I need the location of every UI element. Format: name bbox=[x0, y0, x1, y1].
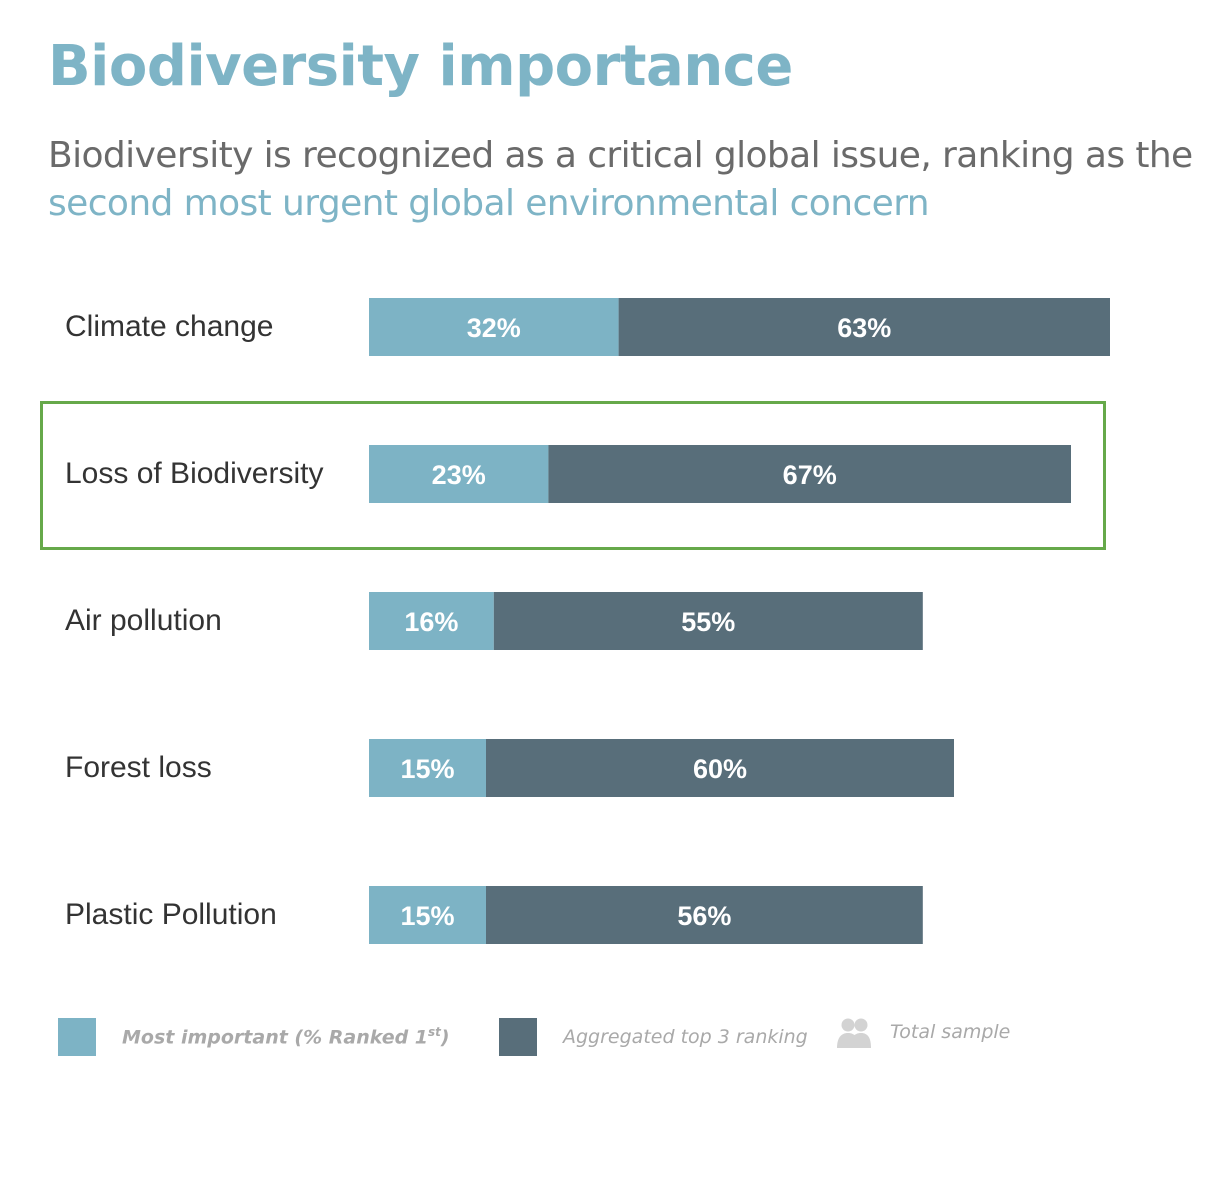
bar-climate-change-most-important bbox=[369, 298, 619, 356]
value-label-plastic-pollution-most-important: 15% bbox=[400, 901, 454, 931]
bar-climate-change-top3 bbox=[618, 298, 1110, 356]
bar-air-pollution-top3 bbox=[493, 592, 923, 650]
value-label-loss-of-biodiversity-most-important: 23% bbox=[432, 460, 486, 490]
value-label-climate-change-most-important: 32% bbox=[467, 313, 521, 343]
category-label-loss-of-biodiversity: Loss of Biodiversity bbox=[65, 457, 323, 490]
value-label-air-pollution-most-important: 16% bbox=[404, 607, 458, 637]
bar-plastic-pollution-most-important bbox=[369, 886, 486, 944]
bar-plastic-pollution-top3 bbox=[486, 886, 923, 944]
value-label-forest-loss-most-important: 15% bbox=[400, 754, 454, 784]
value-label-forest-loss-top3: 60% bbox=[693, 754, 747, 784]
legend-swatch-top3 bbox=[499, 1018, 537, 1056]
legend-label-total-sample: Total sample bbox=[890, 1021, 1011, 1043]
category-label-forest-loss: Forest loss bbox=[65, 751, 212, 784]
value-label-loss-of-biodiversity-top3: 67% bbox=[783, 460, 837, 490]
value-label-air-pollution-top3: 55% bbox=[681, 607, 735, 637]
page-subtitle: Biodiversity is recognized as a critical… bbox=[48, 132, 1198, 228]
legend-item-top3: Aggregated top 3 ranking bbox=[499, 1018, 808, 1056]
category-label-air-pollution: Air pollution bbox=[65, 604, 222, 637]
legend-item-most-important: Most important (% Ranked 1st) bbox=[58, 1018, 450, 1056]
category-label-plastic-pollution: Plastic Pollution bbox=[65, 898, 277, 931]
page-title: Biodiversity importance bbox=[48, 34, 793, 99]
value-label-climate-change-top3: 63% bbox=[837, 313, 891, 343]
bar-chart: Climate change 32% 63% Loss of Biodiversity… bbox=[65, 298, 1110, 944]
people-icon bbox=[837, 1018, 871, 1048]
legend-label-top3: Aggregated top 3 ranking bbox=[563, 1026, 808, 1048]
bar-loss-of-biodiversity-top3 bbox=[548, 445, 1071, 503]
subtitle-text: Biodiversity is recognized as a critical… bbox=[48, 135, 1193, 176]
bar-loss-of-biodiversity-most-important bbox=[369, 445, 549, 503]
value-label-plastic-pollution-top3: 56% bbox=[677, 901, 731, 931]
legend-swatch-most-important bbox=[58, 1018, 96, 1056]
highlight-box bbox=[40, 401, 1106, 550]
legend-label-most-important: Most important (% Ranked 1st) bbox=[122, 1025, 450, 1049]
category-label-climate-change: Climate change bbox=[65, 310, 273, 343]
legend: Most important (% Ranked 1st) Aggregated… bbox=[58, 1018, 1158, 1068]
bar-forest-loss-most-important bbox=[369, 739, 486, 797]
subtitle-highlight: second most urgent global environmental … bbox=[48, 183, 930, 224]
bar-air-pollution-most-important bbox=[369, 592, 494, 650]
legend-item-total-sample: Total sample bbox=[836, 1014, 1010, 1050]
bar-forest-loss-top3 bbox=[486, 739, 954, 797]
